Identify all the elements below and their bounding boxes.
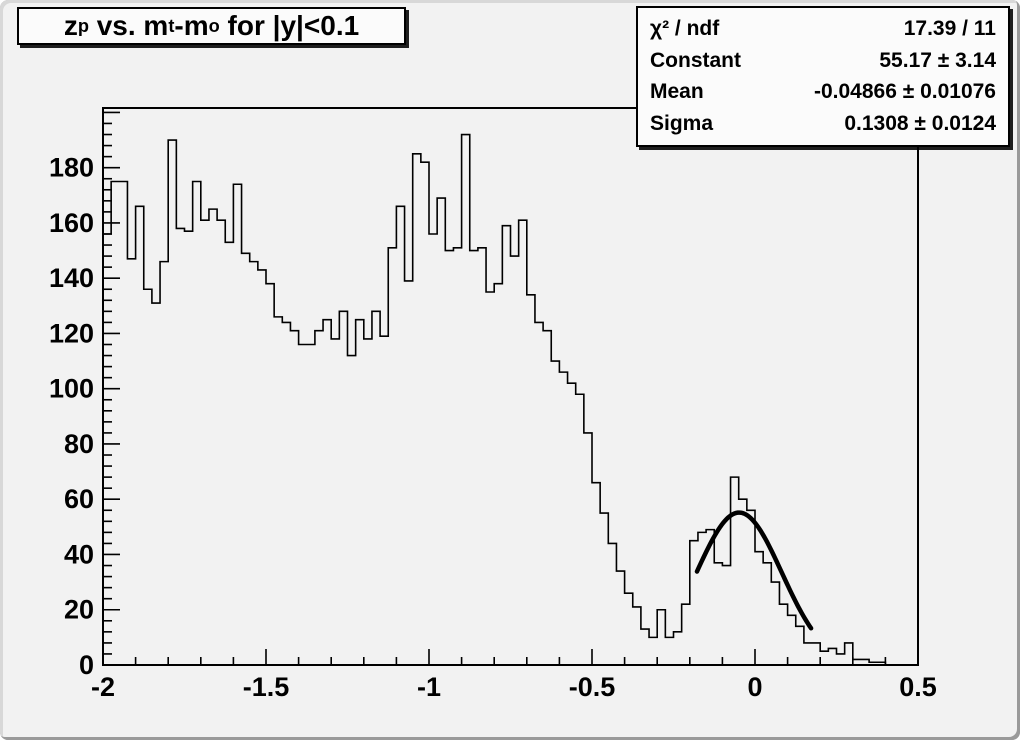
y-tick-label: 180 (49, 153, 94, 183)
stat-label: Mean (650, 80, 704, 104)
title-text: vs. m (88, 10, 169, 41)
y-tick-label: 120 (49, 318, 94, 348)
y-tick-label: 20 (64, 595, 94, 625)
stat-row-mean: Mean -0.04866 ± 0.01076 (650, 80, 996, 104)
title-text: -m (174, 10, 209, 41)
y-axis-labels: 0 20 40 60 80 100 120 140 160 180 (49, 153, 94, 680)
fit-curve (694, 510, 814, 631)
stat-label: χ² / ndf (650, 16, 720, 40)
histogram-line (103, 133, 918, 666)
x-tick-label: -0.5 (569, 672, 616, 702)
stat-value: -0.04866 ± 0.01076 (813, 80, 996, 104)
x-tick-label: -1 (417, 672, 441, 702)
x-tick-label: 0 (747, 672, 762, 702)
y-tick-label: 160 (49, 208, 94, 238)
stat-row-sigma: Sigma 0.1308 ± 0.0124 (650, 112, 996, 136)
y-tick-label: 80 (64, 429, 94, 459)
y-axis-ticks (103, 111, 120, 666)
stat-value: 0.1308 ± 0.0124 (844, 112, 996, 136)
y-tick-label: 60 (64, 484, 94, 514)
x-tick-label: 0.5 (899, 672, 937, 702)
stat-row-constant: Constant 55.17 ± 3.14 (650, 49, 996, 73)
title-text: z (63, 10, 78, 41)
x-tick-label: -1.5 (243, 672, 290, 702)
x-axis-ticks (102, 649, 919, 665)
y-tick-label: 40 (64, 539, 94, 569)
title-sub-o: o (208, 15, 220, 36)
title-sub-p: p (77, 15, 89, 36)
y-tick-label: 100 (49, 374, 94, 404)
stat-label: Sigma (650, 112, 714, 136)
y-tick-label: 140 (49, 263, 94, 293)
stat-value: 55.17 ± 3.14 (879, 48, 996, 72)
title-sub-t: t (168, 15, 175, 36)
stat-row-chi2: χ² / ndf 17.39 / 11 (650, 17, 996, 41)
stat-value: 17.39 / 11 (903, 16, 996, 40)
plot-frame (102, 107, 919, 666)
stats-box[interactable]: χ² / ndf 17.39 / 11 Constant 55.17 ± 3.1… (636, 6, 1010, 147)
x-tick-label: -2 (91, 672, 115, 702)
x-axis-labels: -2 -1.5 -1 -0.5 0 0.5 (91, 672, 937, 702)
stat-label: Constant (650, 48, 741, 72)
y-tick-label: 0 (79, 650, 94, 680)
title-text: for |y|<0.1 (219, 10, 360, 41)
